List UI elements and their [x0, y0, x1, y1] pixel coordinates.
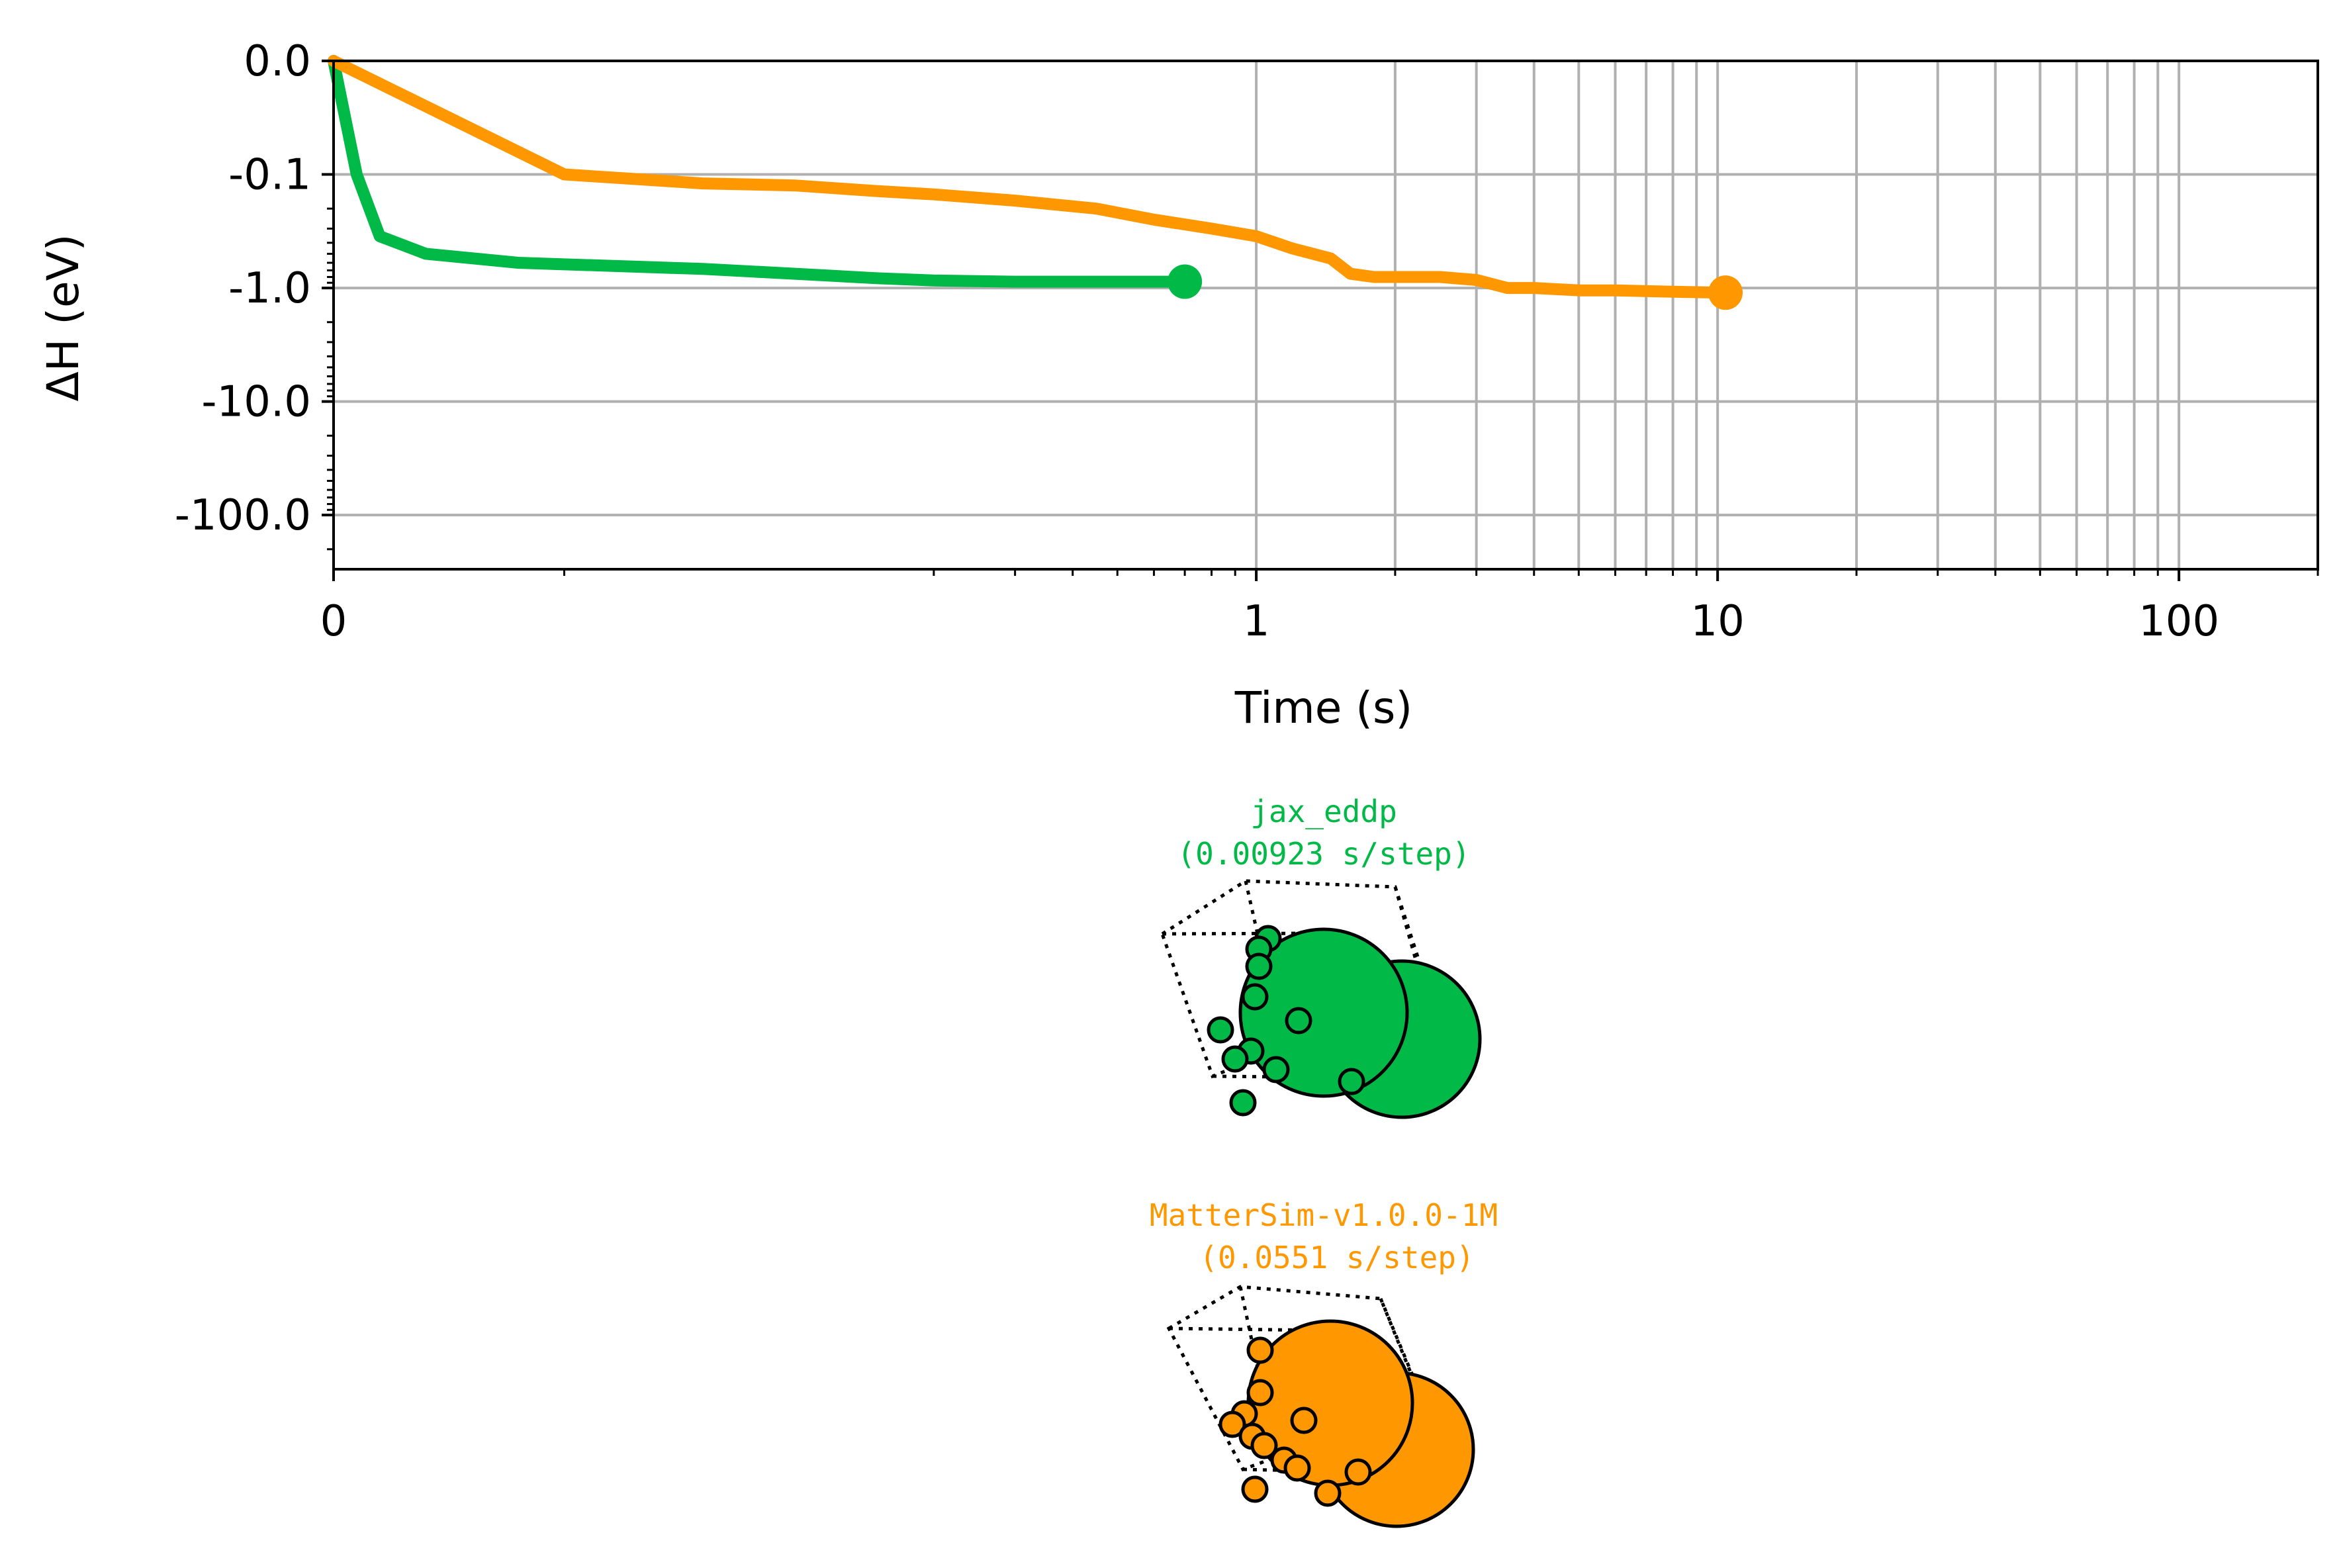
plot-area: 0 1 10 100 0.0 -0.1 -1.0 -10.0 -100.0 Time (s) Δ…: [38, 37, 2319, 733]
atom-small: [1241, 1475, 1269, 1503]
atom-small: [1245, 952, 1273, 980]
x-tick-label: 1: [1243, 597, 1270, 646]
atom-small: [1262, 1056, 1290, 1084]
atom-small: [1344, 1458, 1372, 1486]
atoms-jax: [1207, 925, 1482, 1119]
atom-small: [1290, 1407, 1318, 1434]
series-line-1: [328, 55, 1731, 299]
x-axis-label: Time (s): [1234, 682, 1412, 733]
atom-small: [1246, 1379, 1274, 1407]
grid-lines: [334, 61, 2318, 569]
atom-large: [1238, 927, 1409, 1098]
atom-small: [1285, 1007, 1312, 1035]
x-tick-label: 100: [2138, 597, 2219, 646]
structure-mattersim-label: MatterSim-v1.0.0-1M: [1150, 1197, 1498, 1233]
atom-small: [1218, 1410, 1246, 1438]
plot-frame: [332, 60, 2319, 571]
atom-small: [1283, 1454, 1311, 1482]
y-tick-label: -100.0: [175, 491, 311, 540]
atom-small: [1221, 1045, 1249, 1073]
y-tick-label: 0.0: [244, 37, 311, 86]
series-endpoint-1: [1708, 275, 1743, 310]
atom-small: [1229, 1089, 1257, 1117]
series-endpoint-0: [1168, 264, 1203, 299]
tick-labels: 0 1 10 100 0.0 -0.1 -1.0 -10.0 -100.0: [175, 37, 2220, 646]
x-tick-label: 0: [320, 597, 347, 646]
structure-jax-eddp-subtitle: (0.00923 s/step): [1177, 836, 1470, 872]
atom-small: [1207, 1016, 1234, 1044]
structure-mattersim: MatterSim-v1.0.0-1M (0.0551 s/step): [1150, 1197, 1498, 1528]
series-layer: [328, 55, 1743, 310]
structure-jax-eddp: jax_eddp (0.00923 s/step): [1160, 794, 1482, 1119]
structure-jax-eddp-label: jax_eddp: [1250, 794, 1397, 829]
atom-small: [1241, 983, 1269, 1011]
y-tick-label: -1.0: [228, 264, 311, 313]
y-tick-label: -0.1: [228, 151, 311, 200]
atom-small: [1338, 1068, 1365, 1095]
y-axis-label: ΔH (eV): [38, 234, 89, 401]
tick-marks: [322, 60, 2319, 581]
series-line-0: [328, 55, 1191, 288]
atom-small: [1246, 1336, 1274, 1364]
structure-mattersim-subtitle: (0.0551 s/step): [1199, 1240, 1474, 1275]
atom-small: [1250, 1432, 1278, 1459]
atom-small: [1314, 1479, 1342, 1507]
x-tick-label: 10: [1690, 597, 1744, 646]
atoms-mattersim: [1218, 1319, 1475, 1528]
y-tick-label: -10.0: [201, 378, 311, 427]
